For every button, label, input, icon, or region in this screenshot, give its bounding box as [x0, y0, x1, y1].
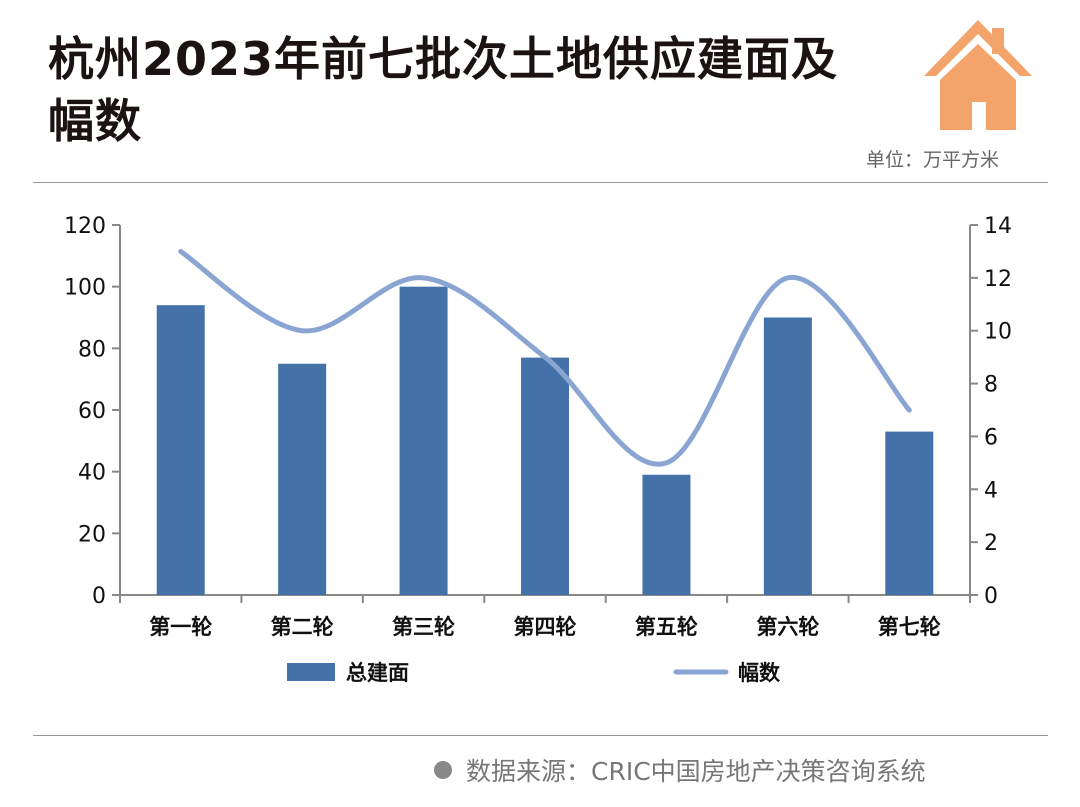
legend-bar-label: 总建面 [346, 661, 409, 685]
bullet-icon [434, 761, 452, 779]
bar [278, 363, 327, 595]
y-tick-label: 120 [64, 214, 106, 239]
y-tick-label: 20 [78, 522, 106, 547]
x-tick-label: 第七轮 [878, 615, 941, 639]
x-tick-label: 第二轮 [271, 615, 334, 639]
page-title: 杭州2023年前七批次土地供应建面及幅数 [48, 32, 839, 148]
bar [763, 317, 812, 595]
legend-bar-swatch [287, 663, 335, 681]
unit-label: 单位：万平方米 [866, 149, 1000, 171]
x-tick-label: 第六轮 [756, 615, 819, 639]
y-tick-label: 0 [92, 584, 106, 609]
bar [399, 286, 448, 595]
y2-tick-label: 8 [984, 373, 998, 398]
source-note: 数据来源：CRIC中国房地产决策咨询系统 [434, 752, 926, 788]
bottom-divider [33, 735, 1048, 736]
bar [156, 305, 205, 595]
top-divider [33, 182, 1048, 183]
bar [642, 474, 691, 595]
bar [521, 357, 569, 595]
y2-tick-label: 0 [984, 584, 998, 609]
house-icon [922, 18, 1034, 136]
y-tick-label: 100 [64, 276, 106, 301]
y-tick-label: 60 [78, 399, 106, 424]
y2-tick-label: 2 [984, 531, 998, 556]
x-tick-label: 第一轮 [149, 615, 212, 639]
y-tick-label: 80 [78, 337, 106, 362]
source-text: 数据来源：CRIC中国房地产决策咨询系统 [466, 757, 926, 786]
legend-line-label: 幅数 [738, 661, 781, 685]
x-tick-label: 第五轮 [635, 615, 698, 639]
x-tick-label: 第四轮 [514, 615, 577, 639]
x-tick-label: 第三轮 [392, 615, 455, 639]
line-series-fushu [178, 248, 912, 467]
y2-tick-label: 10 [984, 320, 1012, 345]
y2-tick-label: 14 [984, 214, 1012, 239]
y2-tick-label: 4 [984, 478, 998, 503]
y-tick-label: 40 [78, 461, 106, 486]
chart: 0 20 40 60 80 100 120 0 2 4 6 8 10 12 14 第一轮 第二轮 第三轮 第四轮 第五… [64, 214, 1012, 685]
y2-tick-label: 6 [984, 425, 998, 450]
y2-tick-label: 12 [984, 267, 1012, 292]
bar [885, 431, 934, 595]
